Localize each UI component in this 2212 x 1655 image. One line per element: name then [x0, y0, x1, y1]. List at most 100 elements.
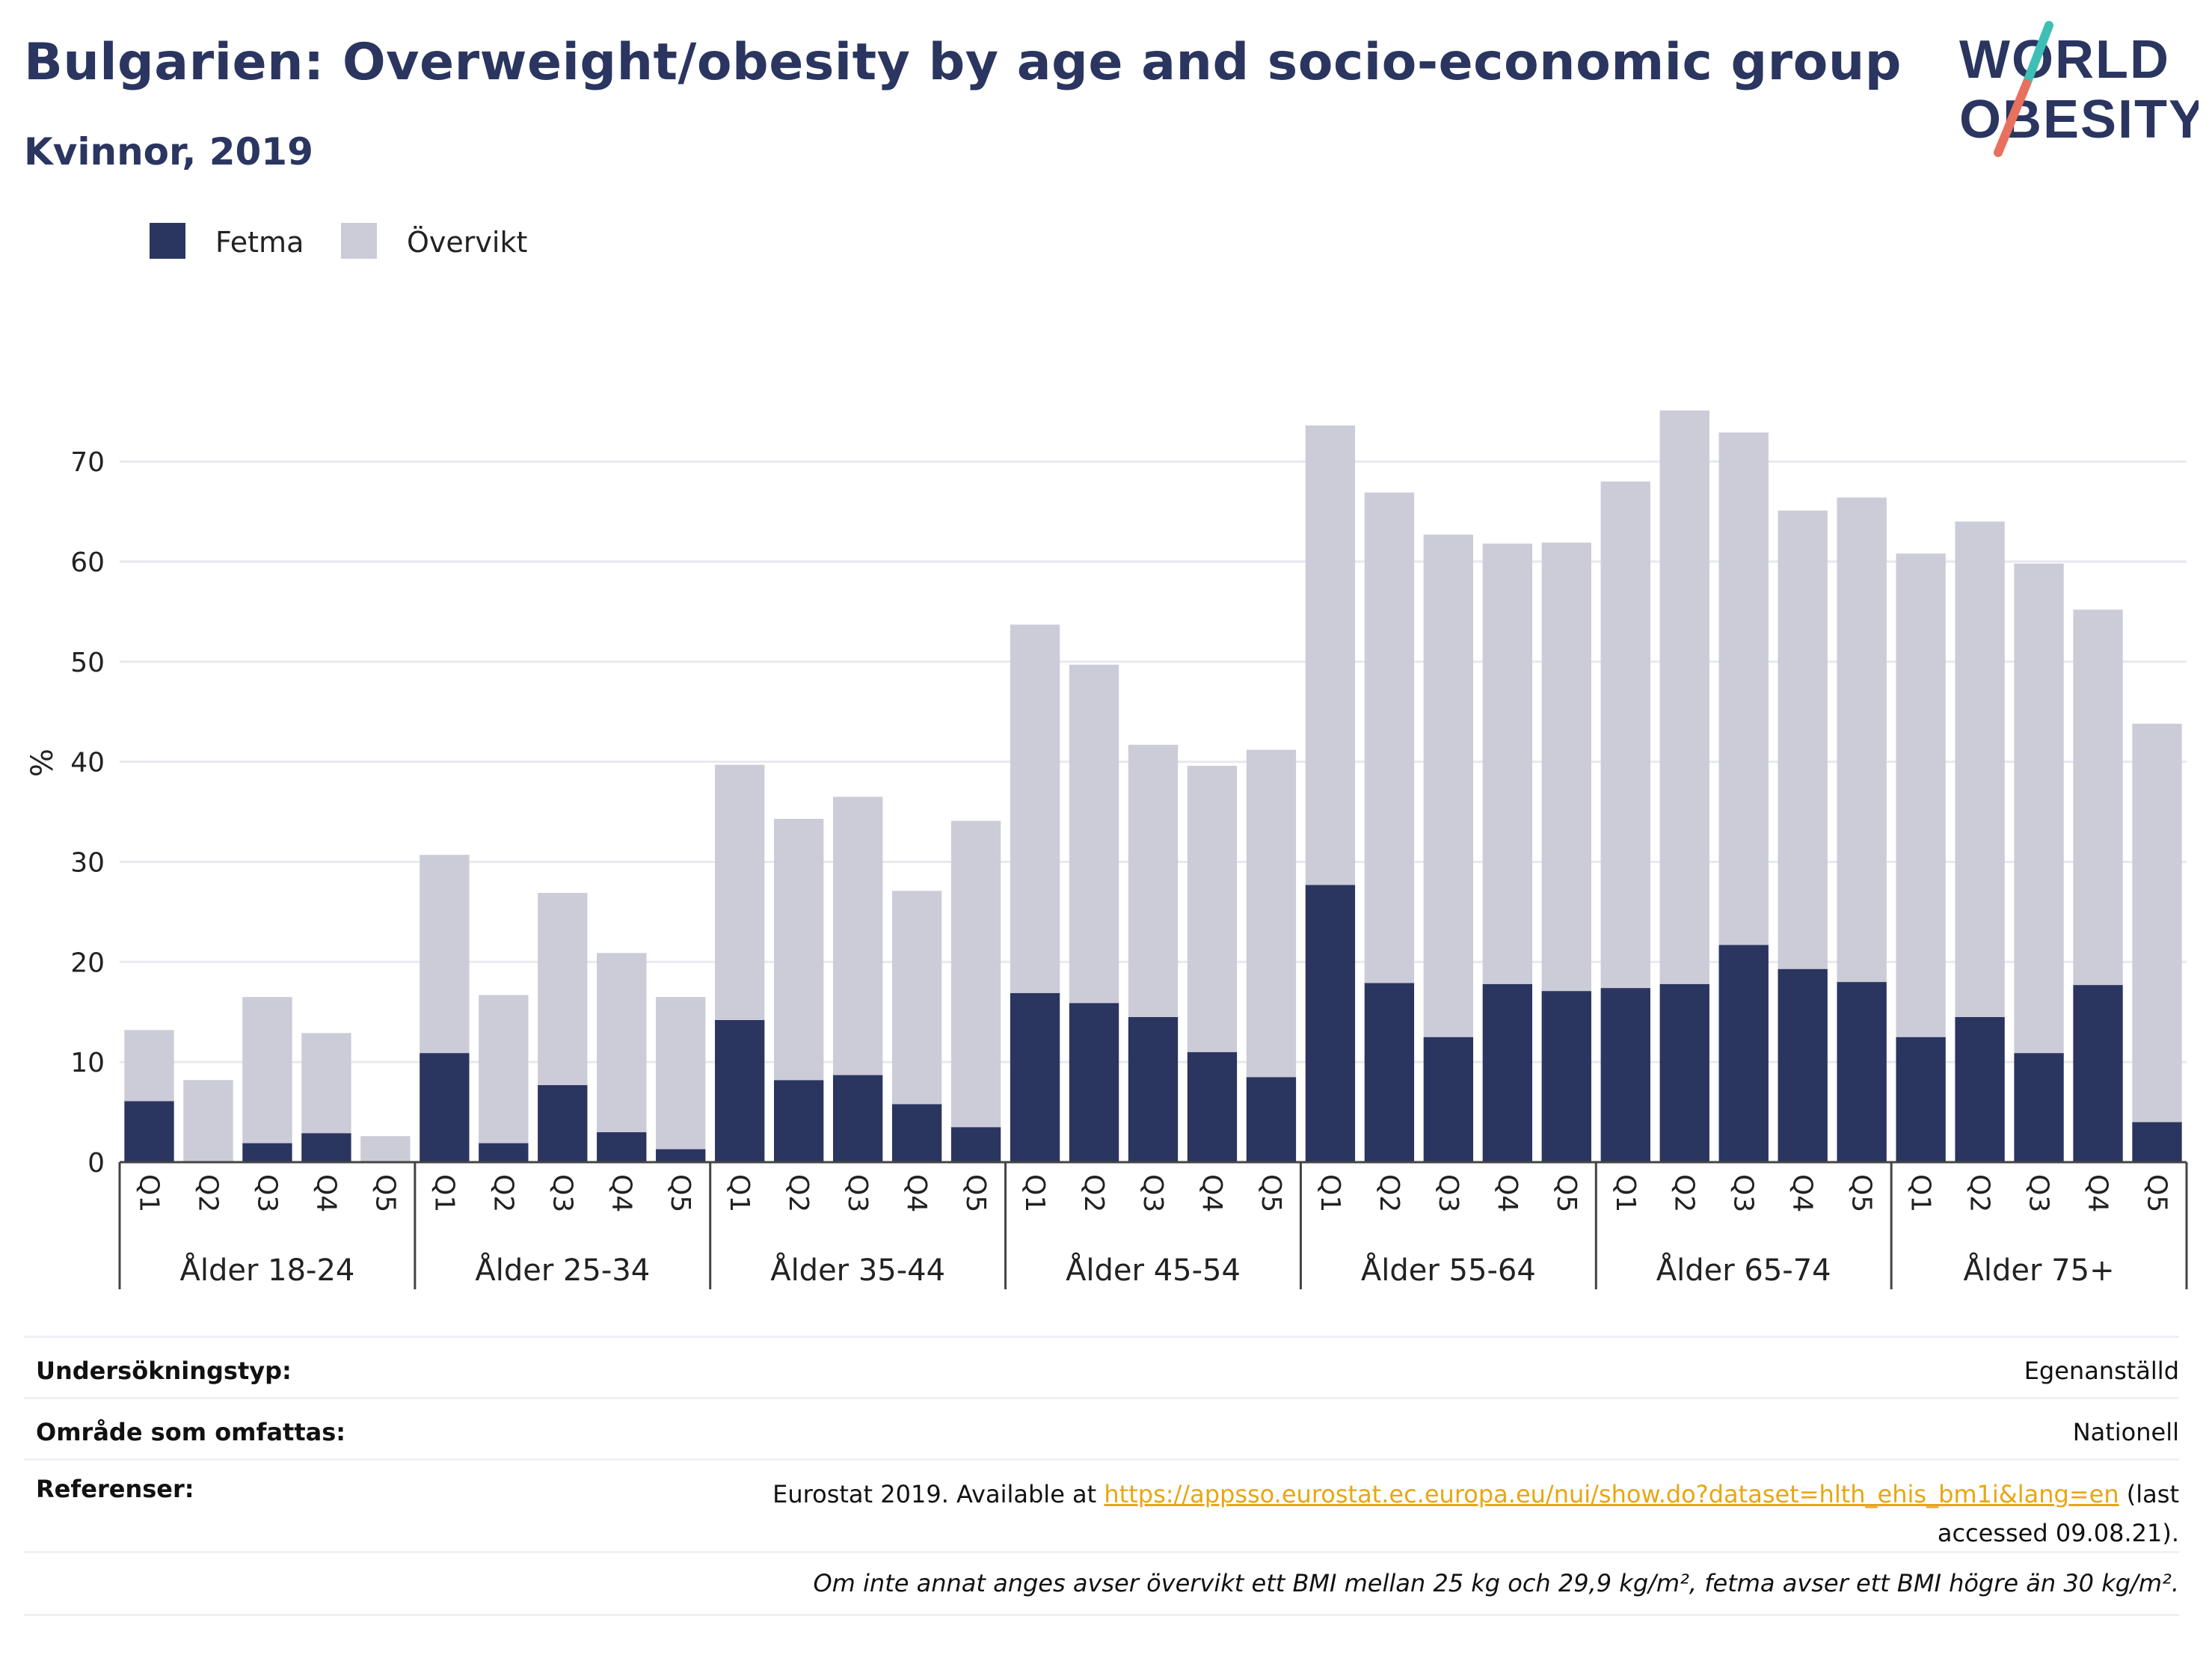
y-tick-label: 70: [70, 447, 105, 478]
bar-fetma: [2073, 985, 2123, 1162]
x-tick-label: Q5: [1846, 1174, 1877, 1212]
x-tick-label: Q1: [1905, 1174, 1936, 1212]
group-label: Ålder 65-74: [1656, 1252, 1831, 1288]
bar-overvikt: [2014, 563, 2064, 1054]
legend-swatch-overvikt: [341, 223, 377, 259]
bar-fetma: [1423, 1037, 1474, 1162]
bar-fetma: [479, 1143, 529, 1162]
ref-link[interactable]: https://appsso.eurostat.ec.europa.eu/nui…: [1104, 1480, 2119, 1508]
ref-label: Undersökningstyp:: [36, 1357, 292, 1385]
bar-overvikt: [832, 796, 883, 1075]
legend-label-overvikt: Övervikt: [407, 226, 527, 259]
bar-fetma: [597, 1132, 647, 1162]
x-tick-label: Q5: [2142, 1174, 2172, 1212]
y-tick-label: 10: [70, 1048, 105, 1078]
x-tick-label: Q5: [960, 1174, 991, 1212]
x-tick-label: Q4: [901, 1174, 932, 1212]
x-tick-label: Q4: [606, 1174, 636, 1212]
ref-divider-3: [24, 1458, 2179, 1461]
bar-overvikt: [1364, 492, 1415, 983]
bar-overvikt: [597, 953, 647, 1132]
bar-fetma: [1778, 968, 1828, 1162]
bar-fetma: [538, 1084, 588, 1162]
bar-fetma: [1482, 983, 1532, 1162]
group-label: Ålder 75+: [1964, 1252, 2115, 1288]
ref-prefix: Eurostat 2019. Available at: [772, 1480, 1105, 1508]
bar-fetma: [124, 1101, 174, 1162]
y-tick-label: 60: [70, 547, 105, 578]
stacked-bar-chart: Fetma Övervikt % 0 10 20 30 40 50 60 70 Q1 Q2 Q3 Q…: [25, 223, 2188, 1289]
x-tick-label: Q1: [724, 1174, 755, 1212]
bar-overvikt: [950, 820, 1001, 1128]
x-tick-label: Q2: [783, 1174, 814, 1212]
x-tick-label: Q2: [192, 1174, 223, 1212]
x-tick-label: Q2: [488, 1174, 518, 1212]
bar-overvikt: [1069, 664, 1119, 1004]
x-tick-label: Q3: [547, 1174, 577, 1212]
legend: Fetma Övervikt: [150, 223, 527, 259]
legend-label-fetma: Fetma: [215, 226, 304, 259]
x-tick-label: Q3: [1728, 1174, 1759, 1212]
bar-fetma: [2132, 1122, 2182, 1162]
bar-fetma: [1305, 885, 1356, 1162]
y-tick-label: 20: [70, 948, 105, 978]
bar-overvikt: [360, 1136, 411, 1162]
x-tick-label: Q3: [842, 1174, 873, 1212]
bar-fetma: [2014, 1053, 2064, 1162]
x-tick-label: Q2: [1964, 1174, 1995, 1212]
bar-fetma: [1364, 983, 1415, 1162]
x-tick-label: Q4: [1787, 1174, 1818, 1212]
x-tick-label: Q3: [1137, 1174, 1168, 1212]
bar-overvikt: [124, 1030, 174, 1102]
x-tick-label: Q2: [1374, 1174, 1404, 1212]
y-axis-label: %: [25, 749, 60, 777]
bar-overvikt: [242, 997, 292, 1143]
ref-divider-1: [24, 1336, 2179, 1338]
group-label: Ålder 35-44: [770, 1252, 945, 1288]
bar-fetma: [832, 1075, 883, 1162]
bar-overvikt: [1955, 521, 2005, 1017]
bar-overvikt: [1659, 410, 1709, 984]
ref-divider-5: [24, 1614, 2179, 1616]
x-tick-label: Q5: [1256, 1174, 1286, 1212]
bar-fetma: [1187, 1051, 1238, 1162]
logo-slash-bottom: [1994, 79, 2031, 157]
y-tick-label: 30: [70, 847, 105, 878]
x-tick-label: Q1: [1610, 1174, 1641, 1212]
group-label: Ålder 55-64: [1361, 1252, 1536, 1288]
bar-overvikt: [656, 997, 706, 1149]
bar-overvikt: [1837, 497, 1887, 983]
bar-overvikt: [1246, 749, 1297, 1078]
x-tick-label: Q2: [1669, 1174, 1700, 1212]
bar-fetma: [1246, 1077, 1297, 1162]
y-tick-label: 40: [70, 748, 105, 779]
ref-value: Eurostat 2019. Available at https://apps…: [683, 1475, 2179, 1553]
bar-overvikt: [1896, 553, 1946, 1037]
bar-overvikt: [1482, 543, 1532, 984]
bar-overvikt: [538, 892, 588, 1085]
x-tick-label: Q3: [2024, 1174, 2054, 1212]
group-label: Ålder 25-34: [475, 1252, 650, 1288]
bar-overvikt: [774, 818, 824, 1081]
footnote: Om inte annat anges avser övervikt ett B…: [813, 1569, 2179, 1597]
legend-swatch-fetma: [150, 223, 185, 259]
bar-overvikt: [1128, 744, 1179, 1017]
ref-value: Nationell: [2072, 1418, 2179, 1446]
y-tick-label: 0: [87, 1148, 105, 1179]
bar-overvikt: [479, 995, 529, 1143]
bar-overvikt: [1187, 765, 1238, 1052]
bar-fetma: [1541, 991, 1591, 1162]
bar-fetma: [1896, 1037, 1946, 1162]
x-tick-label: Q2: [1078, 1174, 1109, 1212]
bar-overvikt: [1541, 542, 1591, 992]
x-tick-label: Q3: [251, 1174, 282, 1212]
bar-overvikt: [1010, 624, 1060, 993]
bar-fetma: [1837, 982, 1887, 1162]
bar-overvikt: [2132, 723, 2182, 1123]
bar-fetma: [656, 1149, 706, 1162]
bar-overvikt: [1423, 534, 1474, 1037]
bar-fetma: [301, 1133, 351, 1162]
ref-suffix: (last accessed 09.08.21).: [1937, 1480, 2179, 1547]
group-label: Ålder 45-54: [1066, 1252, 1241, 1288]
ref-value: Egenanställd: [2024, 1357, 2179, 1385]
